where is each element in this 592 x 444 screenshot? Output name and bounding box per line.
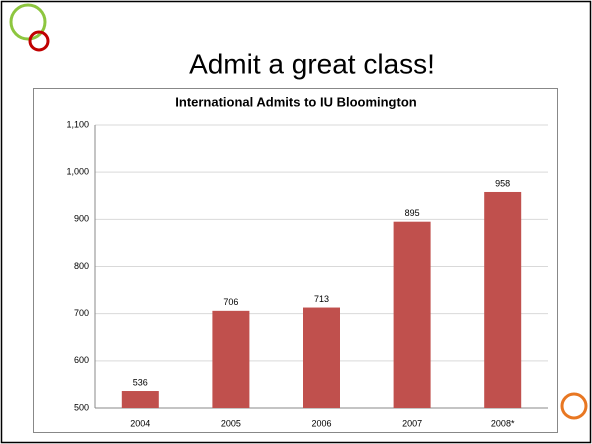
y-tick-label: 700 <box>74 308 89 318</box>
chart-frame <box>33 88 558 433</box>
y-tick-label: 800 <box>74 261 89 271</box>
value-label: 895 <box>405 208 420 218</box>
value-label: 958 <box>495 178 510 188</box>
y-tick-label: 1,000 <box>66 167 89 177</box>
bar <box>121 391 159 408</box>
y-tick-label: 600 <box>74 355 89 365</box>
value-label: 713 <box>314 294 329 304</box>
value-label: 536 <box>133 377 148 387</box>
decor-circle <box>9 3 47 41</box>
bar <box>303 307 340 408</box>
x-tick-label: 2005 <box>221 418 241 428</box>
value-label: 706 <box>223 297 238 307</box>
x-tick-label: 2008* <box>491 418 515 428</box>
x-tick-label: 2004 <box>130 418 150 428</box>
decor-circle <box>28 30 50 52</box>
bar <box>212 310 250 408</box>
x-tick-label: 2006 <box>311 418 331 428</box>
bar <box>484 191 522 408</box>
bar <box>393 221 431 408</box>
y-tick-label: 1,100 <box>66 119 89 129</box>
chart-title: International Admits to IU Bloomington <box>175 94 417 109</box>
y-tick-label: 500 <box>74 402 89 412</box>
decor-circle <box>560 392 588 420</box>
y-tick-label: 900 <box>74 214 89 224</box>
slide-title: Admit a great class! <box>189 48 435 79</box>
x-tick-label: 2007 <box>402 418 422 428</box>
